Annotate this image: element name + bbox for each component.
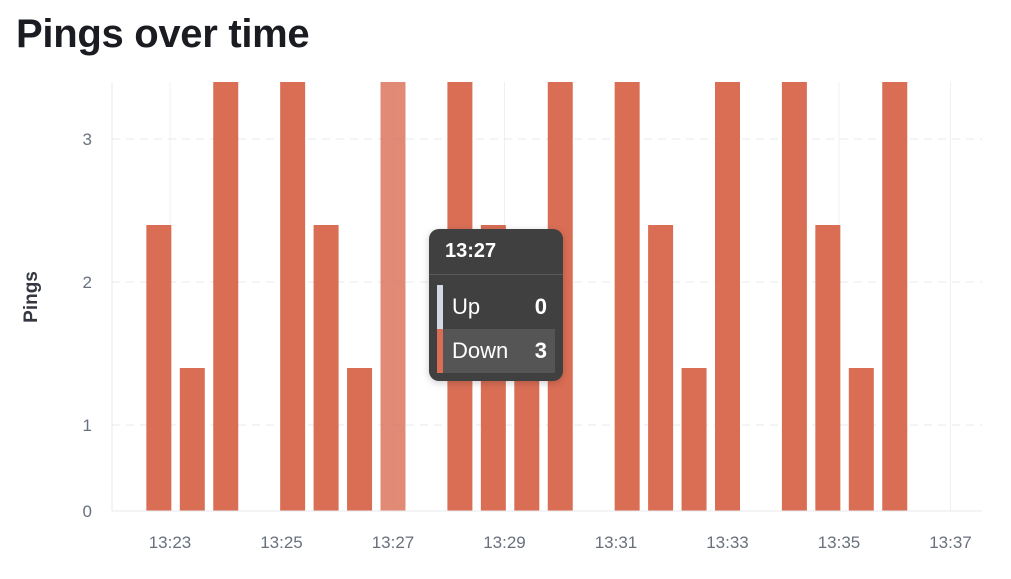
bar-down [781,82,807,511]
bar-down [882,82,908,511]
bar-down [280,82,306,511]
bar-down [380,82,406,511]
bar-down [648,225,674,511]
bar-down [514,368,540,511]
x-tick-label: 13:31 [595,533,638,552]
y-tick-label: 3 [83,130,92,149]
tooltip-value: 0 [534,294,547,319]
tooltip-value: 3 [534,338,547,363]
bar-down [815,225,841,511]
x-tick-label: 13:23 [149,533,192,552]
bar-down [213,82,239,511]
bar-down [347,368,373,511]
bar-down [614,82,640,511]
down-swatch [437,329,443,373]
x-tick-label: 13:35 [818,533,861,552]
bar-down [848,368,874,511]
x-tick-label: 13:27 [372,533,415,552]
bar-down [179,368,205,511]
x-tick-label: 13:37 [929,533,972,552]
tooltip-row-down: Down 3 [437,329,555,373]
chart-tooltip: 13:27 Up 0 Down 3 [429,229,563,381]
bar-down [715,82,740,511]
bar-down [146,225,172,511]
x-tick-label: 13:33 [706,533,749,552]
bar-down [313,225,339,511]
y-tick-label: 0 [83,502,92,521]
up-swatch [437,285,443,329]
tooltip-title: 13:27 [429,229,563,275]
chart-title: Pings over time [16,12,310,56]
x-tick-label: 13:29 [483,533,526,552]
x-tick-label: 13:25 [260,533,303,552]
y-tick-label: 1 [83,416,92,435]
tooltip-label: Up [452,294,481,319]
bar-down [681,368,707,511]
y-tick-label: 2 [83,273,92,292]
tooltip-label: Down [452,338,509,363]
y-axis-label: Pings [21,271,42,323]
tooltip-row-up: Up 0 [437,285,555,329]
